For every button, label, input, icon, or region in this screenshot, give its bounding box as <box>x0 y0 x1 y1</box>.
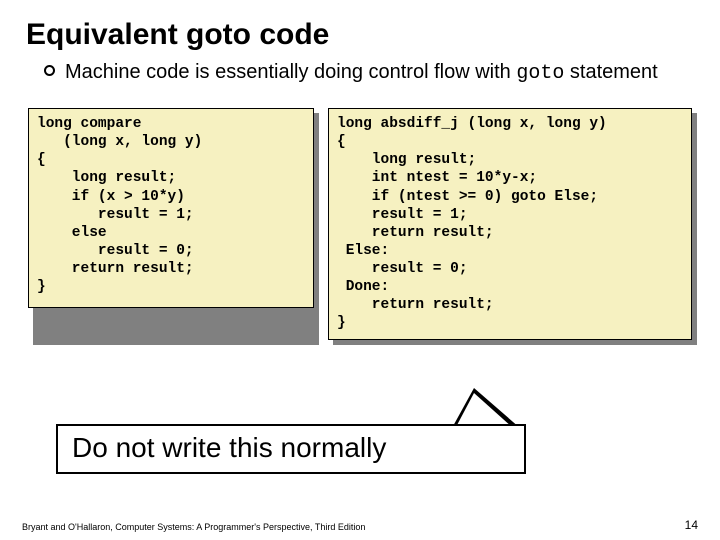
callout: Do not write this normally <box>56 424 526 474</box>
code-row: long compare (long x, long y) { long res… <box>26 108 694 340</box>
callout-box: Do not write this normally <box>56 424 526 474</box>
bullet-mono: goto <box>516 62 564 85</box>
footer-citation: Bryant and O'Hallaron, Computer Systems:… <box>22 522 365 532</box>
circle-bullet-icon <box>44 65 55 76</box>
bullet-text: Machine code is essentially doing contro… <box>65 60 658 86</box>
footer: Bryant and O'Hallaron, Computer Systems:… <box>22 518 698 532</box>
bullet-suffix: statement <box>564 61 657 83</box>
bullet-item: Machine code is essentially doing contro… <box>26 60 694 86</box>
page-title: Equivalent goto code <box>26 18 694 52</box>
code-box-left: long compare (long x, long y) { long res… <box>28 108 314 308</box>
code-box-right: long absdiff_j (long x, long y) { long r… <box>328 108 692 340</box>
slide: Equivalent goto code Machine code is ess… <box>0 0 720 540</box>
code-box-left-wrap: long compare (long x, long y) { long res… <box>28 108 314 340</box>
bullet-prefix: Machine code is essentially doing contro… <box>65 61 516 83</box>
page-number: 14 <box>685 518 698 532</box>
code-box-right-wrap: long absdiff_j (long x, long y) { long r… <box>328 108 692 340</box>
